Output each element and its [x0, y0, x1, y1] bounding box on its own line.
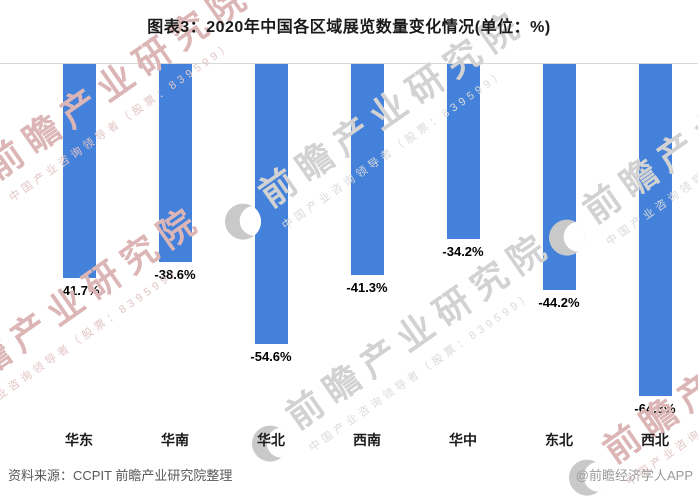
bar-value-label: -64.8% [634, 401, 676, 416]
footer-credit: @前瞻经济学人APP [575, 468, 693, 483]
zero-baseline [0, 63, 698, 64]
category-label: 西南 [353, 432, 381, 448]
category-label: 华东 [65, 432, 93, 448]
bar [350, 64, 384, 275]
category-label: 华中 [449, 432, 477, 448]
category-label: 华北 [257, 432, 285, 448]
category-label: 西北 [641, 432, 669, 448]
bar-value-label: -44.2% [538, 295, 580, 310]
plot-area: -41.7% -38.6% -54.6% -41.3% -34.2% -44.2% -64.… [0, 63, 698, 432]
category-label: 东北 [545, 432, 573, 448]
bar [446, 64, 480, 239]
bar-value-label: -54.6% [250, 349, 292, 364]
footer-source: 资料来源：CCPIT 前瞻产业研究院整理 [8, 468, 233, 483]
bar [158, 64, 192, 262]
bar [542, 64, 576, 290]
chart-title: 图表3：2020年中国各区域展览数量变化情况(单位：%) [147, 19, 551, 36]
bar-value-label: -41.3% [346, 280, 388, 295]
bar [254, 64, 288, 344]
bar [62, 64, 96, 278]
bar-value-label: -34.2% [442, 244, 484, 259]
category-label: 华南 [161, 432, 189, 448]
bar-value-label: -41.7% [58, 283, 100, 298]
bar-value-label: -38.6% [154, 267, 196, 282]
bar [638, 64, 672, 396]
